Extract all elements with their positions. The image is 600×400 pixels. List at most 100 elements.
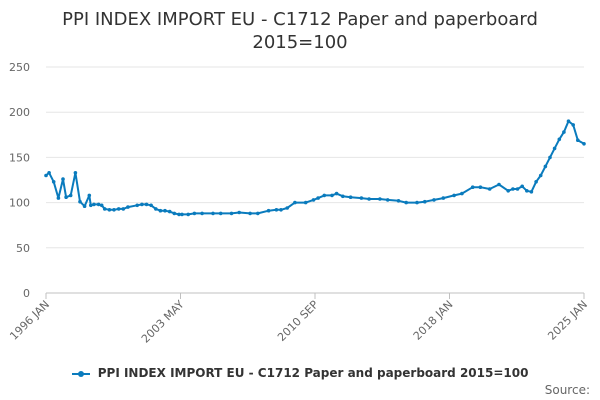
data-point: [348, 195, 353, 199]
data-point: [571, 123, 575, 127]
data-point: [237, 210, 241, 215]
data-point: [87, 193, 92, 198]
data-point: [64, 195, 68, 199]
data-point: [192, 211, 197, 216]
data-point: [548, 155, 552, 160]
data-point: [497, 182, 501, 187]
data-point: [515, 187, 520, 191]
data-point: [78, 199, 82, 204]
data-point: [68, 193, 73, 198]
data-point: [102, 207, 107, 211]
y-tick-label: 0: [23, 287, 30, 300]
data-point: [478, 185, 483, 189]
data-point: [82, 204, 87, 208]
data-point: [144, 202, 149, 207]
chart-title-block: PPI INDEX IMPORT EU - C1712 Paper and pa…: [0, 8, 600, 54]
data-point: [385, 198, 390, 202]
data-point: [44, 173, 48, 178]
data-point: [107, 208, 112, 212]
x-tick-label: 1996 JAN: [7, 298, 52, 343]
data-point: [470, 185, 475, 189]
data-point: [47, 171, 51, 175]
data-point: [378, 197, 382, 201]
data-point: [180, 212, 184, 217]
data-point: [285, 206, 290, 210]
data-point: [116, 207, 121, 211]
data-point: [255, 211, 260, 216]
data-point: [56, 196, 61, 200]
data-point: [415, 200, 419, 205]
data-point: [186, 212, 190, 217]
data-point: [452, 193, 456, 198]
data-point: [330, 193, 334, 198]
y-tick-label: 150: [9, 151, 30, 164]
y-tick-label: 50: [16, 242, 30, 255]
x-tick-label: 2003 MAY: [139, 298, 187, 346]
data-point: [520, 184, 524, 189]
data-point: [322, 193, 327, 198]
data-point: [172, 211, 177, 216]
data-point: [279, 208, 283, 212]
plot-area: [44, 119, 586, 217]
data-point: [460, 191, 464, 196]
legend-series-label: PPI INDEX IMPORT EU - C1712 Paper and pa…: [97, 366, 529, 380]
data-point: [96, 202, 101, 207]
data-point: [154, 207, 158, 211]
data-point: [73, 171, 78, 175]
legend-series-symbol: [71, 369, 90, 379]
data-point: [506, 189, 511, 193]
data-point: [311, 198, 316, 202]
data-point: [432, 198, 436, 202]
data-point: [218, 211, 223, 216]
data-point: [316, 196, 320, 200]
y-axis: 0 50 100 150 200 250: [9, 61, 30, 300]
source-label: Source:: [544, 383, 590, 397]
data-point: [200, 211, 204, 216]
data-point: [126, 205, 130, 209]
x-tick-label: 2018 JAN: [411, 298, 456, 343]
chart-title: PPI INDEX IMPORT EU - C1712 Paper and pa…: [62, 9, 538, 30]
data-point: [303, 200, 308, 205]
data-point: [582, 142, 586, 146]
data-point: [89, 203, 93, 208]
data-point: [149, 203, 153, 208]
data-point: [51, 180, 56, 184]
data-point: [487, 187, 492, 191]
data-point: [557, 137, 562, 142]
data-point: [562, 130, 566, 134]
x-tick-label: 2025 JAN: [545, 298, 590, 343]
data-point: [367, 197, 371, 201]
chart-subtitle: 2015=100: [252, 32, 348, 53]
data-point: [293, 200, 297, 205]
data-point: [543, 164, 548, 169]
data-point: [359, 196, 364, 200]
y-tick-label: 100: [9, 197, 30, 210]
data-point: [248, 211, 252, 216]
data-point: [525, 189, 529, 193]
data-point: [211, 211, 215, 216]
grid-lines: [46, 66, 584, 294]
x-axis: 1996 JAN 2003 MAY 2010 SEP 2018 JAN 2025 JAN: [7, 293, 590, 346]
data-point: [534, 180, 538, 184]
y-tick-label: 250: [9, 61, 30, 74]
data-point: [92, 202, 96, 207]
data-point: [341, 194, 345, 199]
legend[interactable]: PPI INDEX IMPORT EU - C1712 Paper and pa…: [0, 366, 600, 380]
data-point: [167, 209, 172, 214]
data-point: [552, 146, 557, 151]
data-point: [511, 187, 515, 191]
data-point: [423, 199, 427, 204]
data-point: [334, 191, 339, 196]
data-point: [140, 202, 144, 207]
data-point: [266, 208, 271, 213]
y-tick-label: 200: [9, 106, 30, 119]
data-point: [135, 203, 139, 208]
x-tick-label: 2010 SEP: [275, 298, 321, 344]
data-point: [163, 208, 167, 213]
data-point: [121, 207, 126, 211]
data-point: [404, 200, 409, 205]
data-point: [112, 208, 116, 212]
data-point: [538, 173, 543, 178]
